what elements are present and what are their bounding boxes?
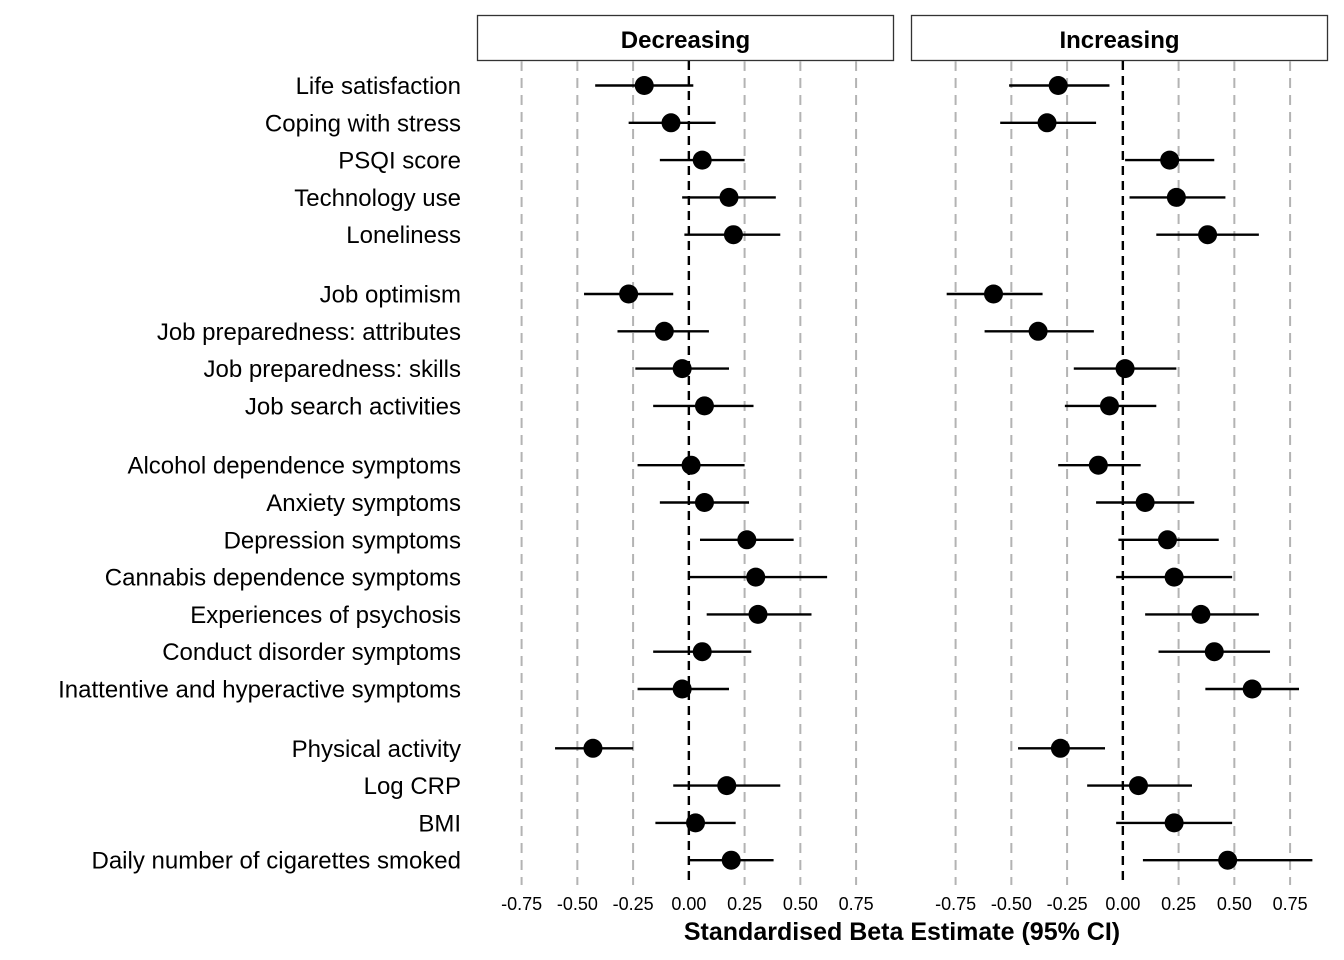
- strip-decreasing: [476, 14, 895, 62]
- row-label-physical-activity: Physical activity: [292, 736, 461, 763]
- panel-decreasing: Decreasing -0.75 -0.50 -0.25 0.00 0.25 0.50 0.7…: [476, 14, 895, 914]
- row-label-bmi: BMI: [418, 810, 461, 837]
- row-label-job-optimism: Job optimism: [320, 282, 461, 309]
- x-tick-label: 0.50: [1217, 894, 1252, 914]
- x-tick-label: 0.25: [1161, 894, 1196, 914]
- point-estimate: [746, 567, 766, 587]
- point-estimate: [1164, 567, 1184, 587]
- row-labels: Life satisfaction Coping with stress PSQI …: [58, 73, 461, 875]
- point-estimate: [717, 776, 737, 796]
- point-estimate: [1050, 738, 1070, 758]
- row-label-log-crp: Log CRP: [364, 773, 461, 800]
- strip-label-increasing: Increasing: [1059, 27, 1179, 54]
- row-label-depression-symptoms: Depression symptoms: [224, 527, 461, 554]
- point-estimate: [672, 679, 692, 699]
- point-estimate: [1099, 396, 1119, 416]
- row-label-life-satisfaction: Life satisfaction: [296, 73, 461, 100]
- x-tick-label: -0.25: [1047, 894, 1088, 914]
- point-estimate: [1198, 225, 1218, 245]
- point-estimate: [619, 284, 639, 304]
- point-estimate: [1218, 850, 1238, 870]
- point-estimate: [1037, 113, 1057, 133]
- x-tick-label: -0.75: [501, 894, 542, 914]
- x-tick-label: 0.00: [671, 894, 706, 914]
- point-estimate: [583, 738, 603, 758]
- row-label-job-preparedness-skills: Job preparedness: skills: [204, 356, 461, 383]
- x-tick-label: -0.50: [991, 894, 1032, 914]
- row-label-psqi-score: PSQI score: [338, 148, 461, 175]
- point-estimate: [737, 530, 757, 550]
- point-estimate: [1088, 455, 1108, 475]
- point-estimate: [1242, 679, 1262, 699]
- point-estimate: [1157, 530, 1177, 550]
- x-tick-label: 0.50: [783, 894, 818, 914]
- row-label-daily-number-of-cigarettes-smoked: Daily number of cigarettes smoked: [92, 848, 462, 875]
- row-label-conduct-disorder-symptoms: Conduct disorder symptoms: [162, 639, 461, 666]
- point-estimate: [694, 493, 714, 512]
- point-estimate: [1128, 776, 1148, 796]
- point-estimate: [692, 150, 712, 170]
- point-estimate: [748, 604, 768, 624]
- point-estimate: [1160, 150, 1180, 170]
- point-estimate: [686, 813, 706, 833]
- point-estimate: [681, 455, 701, 475]
- point-estimate: [654, 321, 674, 341]
- point-estimate: [694, 396, 714, 416]
- x-tick-label: 0.75: [1273, 894, 1308, 914]
- point-estimate: [1164, 813, 1184, 833]
- point-estimate: [1048, 76, 1068, 95]
- point-estimate: [719, 187, 739, 207]
- row-label-cannabis-dependence-symptoms: Cannabis dependence symptoms: [105, 565, 461, 592]
- x-tick-label: 0.00: [1105, 894, 1140, 914]
- strip-label-decreasing: Decreasing: [621, 27, 750, 54]
- point-estimate: [721, 850, 741, 870]
- point-estimate: [1115, 359, 1135, 379]
- point-estimate: [672, 359, 692, 379]
- strip-increasing: [910, 14, 1329, 62]
- x-tick-label: 0.75: [839, 894, 874, 914]
- row-label-alcohol-dependence-symptoms: Alcohol dependence symptoms: [127, 453, 461, 480]
- point-estimate: [723, 225, 743, 245]
- row-label-coping-with-stress: Coping with stress: [265, 110, 461, 137]
- x-tick-label: -0.50: [557, 894, 598, 914]
- point-estimate: [1204, 642, 1224, 662]
- x-tick-label: -0.25: [613, 894, 654, 914]
- row-label-technology-use: Technology use: [294, 185, 461, 212]
- point-estimate: [1028, 321, 1048, 341]
- point-estimate: [1135, 493, 1155, 512]
- point-estimate: [692, 642, 712, 662]
- row-label-experiences-of-psychosis: Experiences of psychosis: [190, 602, 461, 629]
- x-tick-label: 0.25: [727, 894, 762, 914]
- point-estimate: [1166, 187, 1186, 207]
- row-label-loneliness: Loneliness: [346, 222, 461, 249]
- row-label-inattentive-and-hyperactive-symptoms: Inattentive and hyperactive symptoms: [58, 677, 461, 704]
- panels-layer: Decreasing -0.75 -0.50 -0.25 0.00 0.25 0.50 0.7…: [476, 14, 1329, 914]
- x-tick-label: -0.75: [935, 894, 976, 914]
- point-estimate: [984, 284, 1004, 304]
- point-estimate: [634, 76, 654, 95]
- point-estimate: [661, 113, 681, 133]
- x-axis-title: Standardised Beta Estimate (95% CI): [684, 918, 1120, 946]
- row-label-job-preparedness-attributes: Job preparedness: attributes: [157, 319, 461, 346]
- row-label-anxiety-symptoms: Anxiety symptoms: [266, 490, 461, 517]
- panel-increasing: Increasing -0.75 -0.50 -0.25 0.00 0.25 0.50 0.7…: [910, 14, 1329, 914]
- point-estimate: [1191, 604, 1211, 624]
- row-label-job-search-activities: Job search activities: [245, 393, 461, 420]
